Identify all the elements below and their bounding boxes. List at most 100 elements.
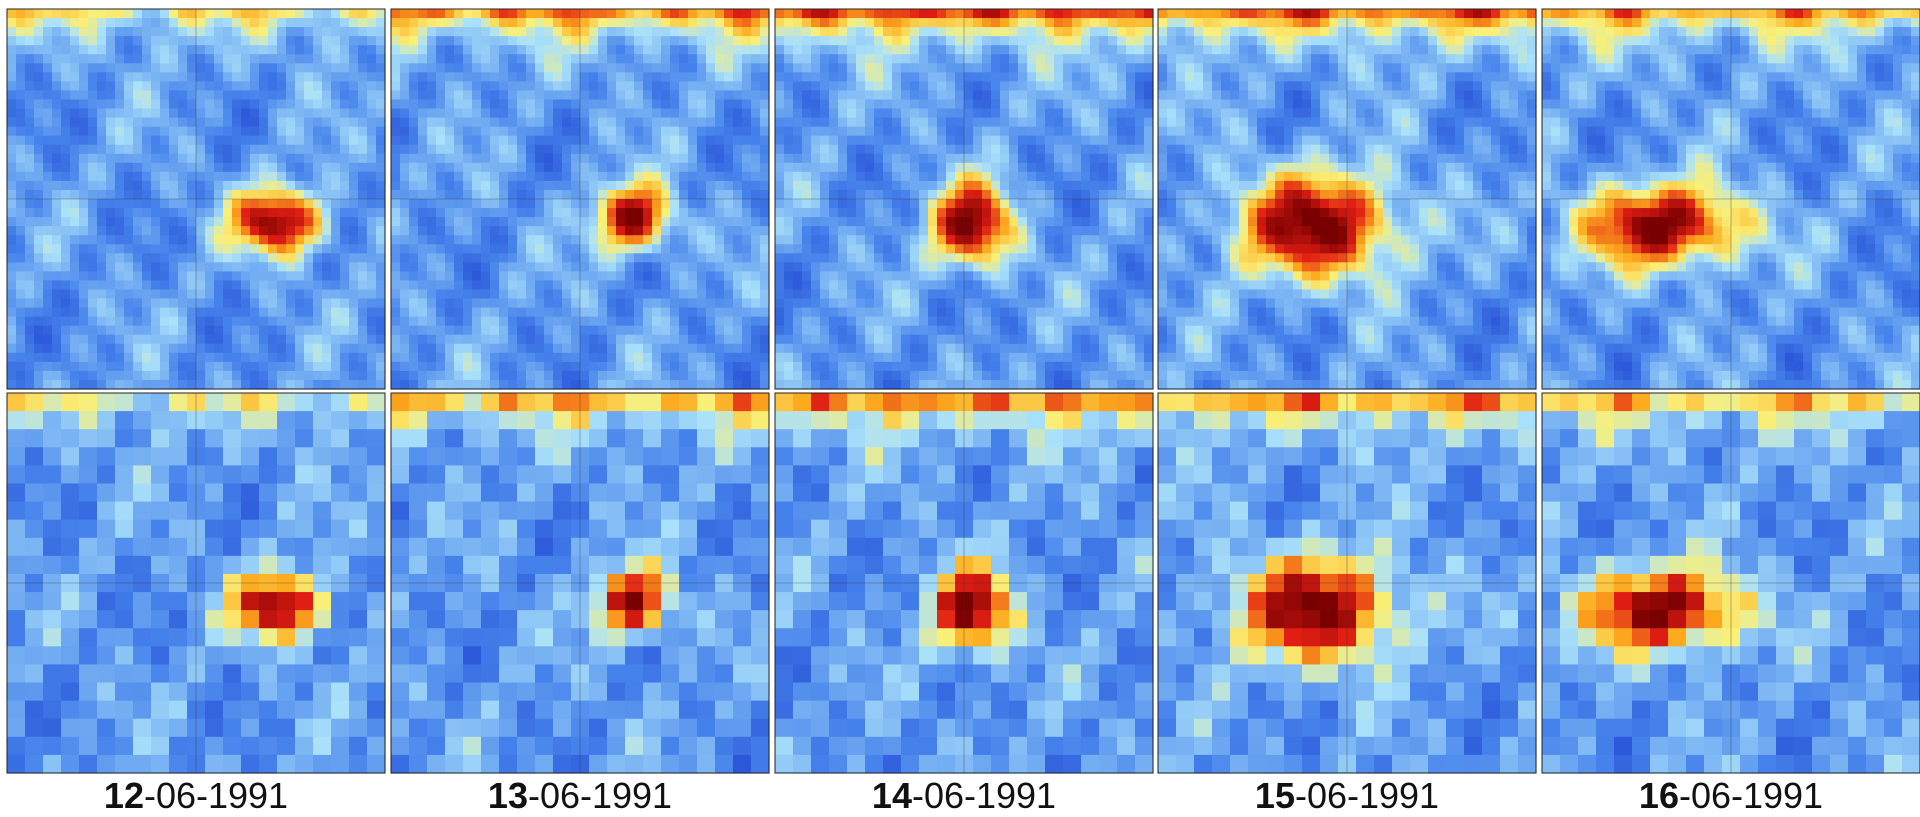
- pixel: [679, 353, 689, 363]
- pixel: [643, 181, 653, 191]
- pixel: [349, 520, 368, 539]
- pixel: [784, 217, 794, 227]
- pixel: [322, 326, 332, 336]
- pixel: [52, 271, 62, 281]
- pixel: [232, 118, 242, 128]
- pixel: [865, 109, 875, 119]
- pixel: [883, 18, 893, 28]
- pixel: [169, 411, 188, 430]
- pixel: [751, 610, 770, 629]
- pixel: [643, 190, 653, 200]
- pixel: [652, 217, 662, 227]
- pixel: [616, 344, 626, 354]
- pixel: [196, 63, 206, 73]
- pixel: [580, 308, 590, 318]
- pixel: [856, 72, 866, 82]
- pixel: [760, 127, 770, 137]
- pixel: [142, 226, 152, 236]
- pixel: [7, 574, 26, 593]
- pixel: [391, 244, 401, 254]
- pixel: [169, 145, 179, 155]
- pixel: [79, 27, 89, 37]
- pixel: [277, 520, 296, 539]
- pixel: [52, 163, 62, 173]
- pixel: [688, 199, 698, 209]
- pixel: [322, 280, 332, 290]
- pixel: [115, 574, 134, 593]
- pixel: [115, 172, 125, 182]
- pixel: [286, 63, 296, 73]
- pixel: [277, 755, 296, 774]
- pixel: [874, 136, 884, 146]
- pixel: [349, 483, 368, 502]
- pixel: [625, 81, 635, 91]
- pixel: [349, 99, 359, 109]
- pixel: [277, 502, 296, 521]
- pixel: [61, 317, 71, 327]
- pixel: [106, 353, 116, 363]
- pixel: [124, 90, 134, 100]
- pixel: [16, 99, 26, 109]
- pixel: [436, 99, 446, 109]
- pixel: [481, 118, 491, 128]
- pixel: [367, 502, 386, 521]
- pixel: [793, 154, 803, 164]
- pixel: [286, 99, 296, 109]
- pixel: [52, 63, 62, 73]
- pixel: [241, 719, 260, 738]
- pixel: [79, 72, 89, 82]
- pixel: [169, 280, 179, 290]
- pixel: [838, 371, 848, 381]
- pixel: [562, 217, 572, 227]
- pixel: [61, 502, 80, 521]
- pixel: [331, 299, 341, 309]
- pixel: [331, 538, 350, 557]
- pixel: [724, 344, 734, 354]
- pixel: [367, 538, 386, 557]
- pixel: [205, 628, 224, 647]
- pixel: [724, 154, 734, 164]
- pixel: [7, 81, 17, 91]
- pixel: [517, 299, 527, 309]
- pixel: [349, 244, 359, 254]
- pixel: [562, 208, 572, 218]
- pixel: [715, 308, 725, 318]
- pixel: [874, 27, 884, 37]
- pixel: [589, 36, 599, 46]
- pixel: [133, 271, 143, 281]
- pixel: [70, 217, 80, 227]
- pixel: [418, 172, 428, 182]
- pixel: [643, 628, 662, 647]
- pixel: [277, 109, 287, 119]
- pixel: [331, 646, 350, 665]
- pixel: [178, 81, 188, 91]
- pixel: [409, 72, 419, 82]
- pixel: [79, 109, 89, 119]
- pixel: [526, 45, 536, 55]
- pixel: [589, 244, 599, 254]
- pixel: [259, 683, 278, 702]
- pixel: [607, 262, 617, 272]
- pixel: [802, 63, 812, 73]
- pixel: [34, 199, 44, 209]
- pixel: [847, 90, 857, 100]
- pixel: [88, 54, 98, 64]
- pixel: [304, 18, 314, 28]
- pixel: [187, 289, 197, 299]
- pixel: [205, 27, 215, 37]
- pixel: [268, 235, 278, 245]
- pixel: [553, 63, 563, 73]
- pixel: [607, 18, 617, 28]
- pixel: [214, 262, 224, 272]
- pixel: [589, 520, 608, 539]
- pixel: [688, 289, 698, 299]
- pixel: [427, 90, 437, 100]
- pixel: [562, 9, 572, 19]
- pixel: [340, 380, 350, 390]
- pixel: [358, 9, 368, 19]
- pixel: [214, 45, 224, 55]
- pixel: [553, 271, 563, 281]
- pixel: [535, 145, 545, 155]
- pixel: [598, 217, 608, 227]
- pixel: [205, 72, 215, 82]
